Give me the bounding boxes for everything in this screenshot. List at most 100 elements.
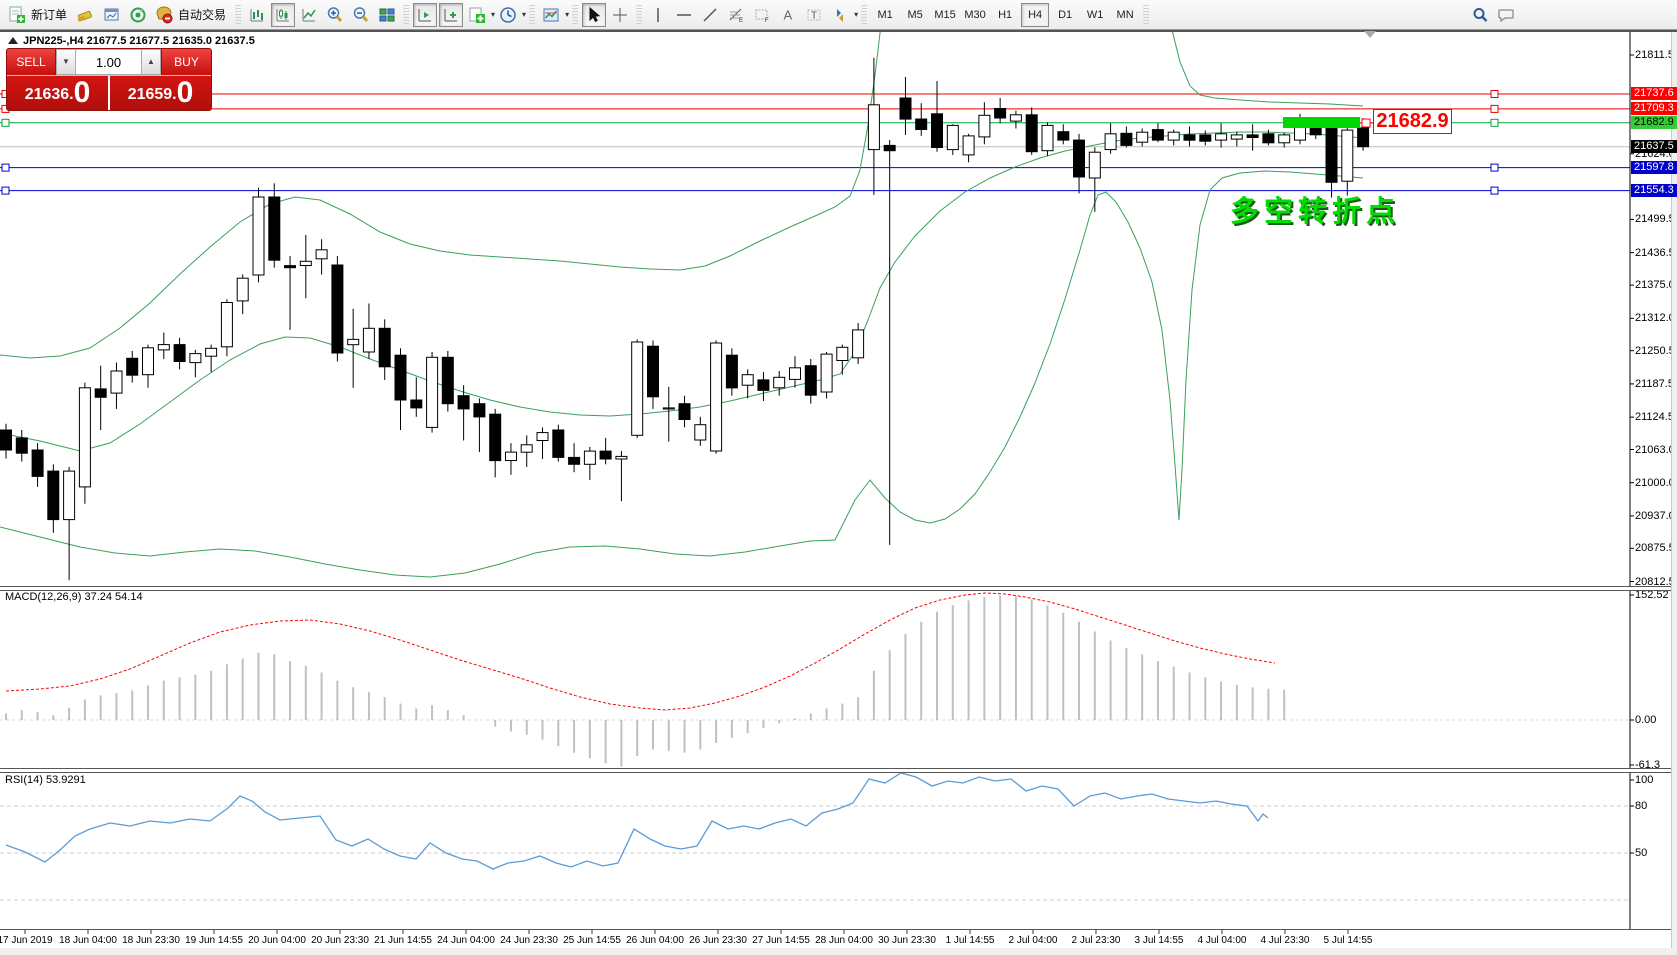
chart-window-icon[interactable] — [100, 3, 124, 27]
time-tick-label: 19 Jun 14:55 — [185, 935, 243, 946]
candlestick-chart-icon[interactable] — [271, 2, 296, 27]
bar-chart-icon[interactable] — [245, 3, 269, 27]
toolbar-grip — [1143, 4, 1150, 25]
arrows-icon[interactable] — [828, 3, 852, 27]
timeframe-M30[interactable]: M30 — [964, 8, 986, 21]
eraser-icon[interactable] — [74, 3, 98, 27]
buy-price-tile[interactable]: 21659. 0 — [110, 76, 211, 110]
macd-scale-label: 0.00 — [1635, 714, 1657, 726]
autotrade-icon[interactable] — [152, 3, 176, 27]
period-caret-icon[interactable]: ▾ — [522, 10, 527, 19]
trendline-icon[interactable] — [698, 3, 722, 27]
time-tick-label: 18 Jun 23:30 — [122, 935, 180, 946]
time-tick-label: 3 Jul 14:55 — [1134, 935, 1184, 946]
vertical-line-icon[interactable] — [646, 3, 670, 27]
time-tick-label: 2 Jul 04:00 — [1008, 935, 1058, 946]
price-tick-label: 21499.5 — [1635, 213, 1675, 225]
macd-signal-line — [5, 592, 1276, 711]
buy-button[interactable]: BUY — [161, 49, 211, 75]
highlight-rectangle[interactable] — [1283, 117, 1360, 128]
chat-icon[interactable] — [1494, 3, 1518, 27]
radar-icon[interactable] — [126, 3, 150, 27]
price-badge: 21597.8 — [1631, 161, 1677, 174]
price-tick-label: 21375.0 — [1635, 279, 1675, 291]
price-tick-label: 20875.5 — [1635, 542, 1675, 554]
channel-icon[interactable]: F — [750, 3, 774, 27]
cursor-icon[interactable] — [582, 2, 607, 27]
time-tick-label: 26 Jun 04:00 — [626, 935, 684, 946]
horizontal-lines[interactable] — [0, 93, 1630, 192]
time-tick-label: 20 Jun 04:00 — [248, 935, 306, 946]
search-icon[interactable] — [1468, 3, 1492, 27]
volume-input[interactable]: 1.00 — [76, 49, 141, 75]
sell-price: 21636. — [24, 86, 74, 103]
time-tick-label: 1 Jul 14:55 — [945, 935, 995, 946]
price-tag-anchor-handle[interactable] — [1361, 118, 1371, 128]
window-right-edge — [1671, 30, 1677, 955]
indicator-list-icon[interactable] — [413, 2, 438, 27]
svg-text:E: E — [739, 18, 743, 24]
time-axis-line — [0, 929, 1671, 930]
autotrade-label[interactable]: 自动交易 — [178, 8, 227, 22]
arrows-caret-icon[interactable]: ▾ — [854, 10, 859, 19]
chart-template-caret-icon[interactable]: ▾ — [565, 10, 570, 19]
price-tick-label: 20937.0 — [1635, 510, 1675, 522]
price-badge: 21709.3 — [1631, 102, 1677, 115]
new-order-button[interactable] — [5, 3, 29, 27]
timeframe-group: M1 M5 M15 M30 H1 H4 D1 W1 MN — [870, 2, 1140, 27]
zoom-out-icon[interactable] — [349, 3, 373, 27]
tile-windows-icon[interactable] — [375, 3, 399, 27]
sell-price-tile[interactable]: 21636. 0 — [7, 76, 110, 110]
timeframe-D1[interactable]: D1 — [1058, 8, 1073, 21]
line-handles[interactable] — [1, 90, 1499, 195]
timeframe-H1[interactable]: H1 — [998, 8, 1013, 21]
horizontal-line-icon[interactable] — [672, 3, 696, 27]
svg-text:A: A — [784, 7, 793, 22]
price-tag-label[interactable]: 21682.9 — [1373, 109, 1452, 134]
price-tick-label: 21063.0 — [1635, 444, 1675, 456]
text-icon[interactable]: A — [776, 3, 800, 27]
volume-decrease-button[interactable]: ▼ — [56, 49, 76, 75]
chart-template-icon[interactable] — [539, 3, 563, 27]
time-tick-label: 18 Jun 04:00 — [59, 935, 117, 946]
toolbar-grip — [572, 4, 579, 25]
collapse-icon[interactable] — [8, 37, 18, 44]
rsi-pane-separator[interactable] — [0, 768, 1671, 773]
timeframe-M1[interactable]: M1 — [877, 8, 893, 21]
new-chart-icon[interactable] — [465, 3, 489, 27]
text-label-icon[interactable]: T — [802, 3, 826, 27]
toolbar-grip — [235, 4, 242, 25]
rsi-scale-label: 80 — [1635, 800, 1648, 812]
volume-stepper: ▼ 1.00 ▲ — [56, 49, 161, 75]
price-tick-label: 21187.5 — [1635, 378, 1674, 390]
candles — [0, 57, 1370, 581]
add-indicator-icon[interactable] — [439, 2, 464, 27]
timeframe-M15[interactable]: M15 — [934, 8, 956, 21]
sell-button[interactable]: SELL — [7, 49, 56, 75]
line-chart-icon[interactable] — [297, 3, 321, 27]
new-chart-caret-icon[interactable]: ▾ — [491, 10, 496, 19]
time-tick-label: 26 Jun 23:30 — [689, 935, 747, 946]
timeframe-W1[interactable]: W1 — [1086, 8, 1104, 21]
period-icon[interactable] — [496, 3, 520, 27]
chart-shift-marker-icon[interactable] — [1364, 31, 1376, 38]
timeframe-M5[interactable]: M5 — [907, 8, 923, 21]
price-badge: 21737.6 — [1631, 87, 1677, 100]
price-badge: 21554.3 — [1631, 184, 1677, 197]
toolbar-grip — [403, 4, 410, 25]
zoom-in-icon[interactable] — [323, 3, 347, 27]
rsi-line — [5, 772, 1269, 870]
fibonacci-icon[interactable]: E — [724, 3, 748, 27]
new-order-label[interactable]: 新订单 — [31, 8, 68, 22]
crosshair-icon[interactable] — [608, 3, 632, 27]
timeframe-H4[interactable]: H4 — [1021, 2, 1050, 27]
time-tick-label: 4 Jul 04:00 — [1197, 935, 1247, 946]
time-tick-label: 24 Jun 23:30 — [500, 935, 558, 946]
time-tick-label: 17 Jun 2019 — [0, 935, 53, 946]
timeframe-MN[interactable]: MN — [1116, 8, 1134, 21]
chart-title-text: JPN225-,H4 21677.5 21677.5 21635.0 21637… — [23, 35, 255, 47]
macd-pane-separator[interactable] — [0, 586, 1671, 591]
volume-increase-button[interactable]: ▲ — [141, 49, 161, 75]
time-tick-label: 27 Jun 14:55 — [752, 935, 810, 946]
